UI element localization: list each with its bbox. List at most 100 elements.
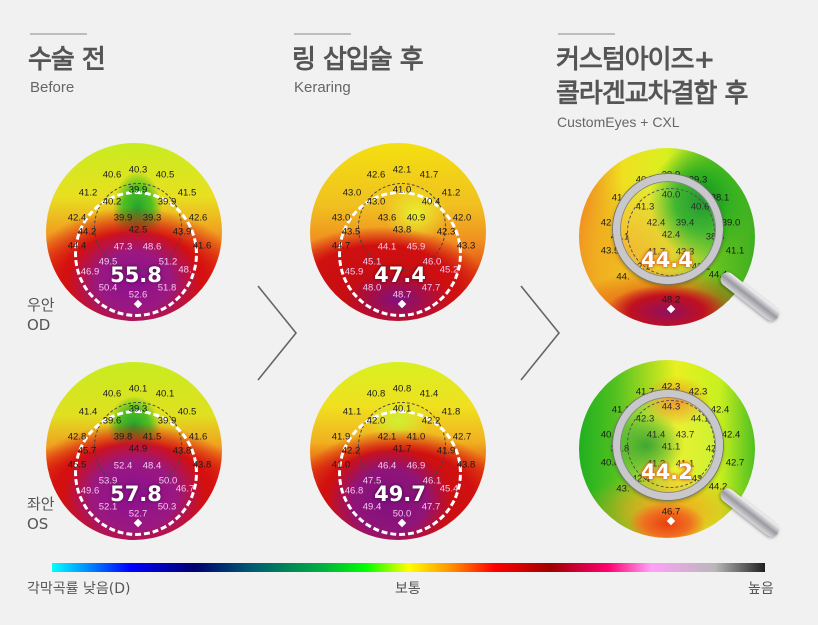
row-label-od-code: OD (27, 316, 51, 334)
curvature-value-label: 40.8 (366, 388, 386, 400)
topography-map-os-before: 40.1 40.6 40.1 41.4 40.5 39.3 39.6 39.9 42.8 41.6… (46, 362, 222, 540)
row-label-od-korean: 우안 (27, 296, 55, 314)
curvature-value-label: 44.4 (708, 269, 728, 281)
curvature-value-label: 43.0 (342, 187, 362, 199)
curvature-value-label: 41.9 (331, 431, 351, 443)
curvature-value-label: 46.8 (344, 485, 364, 497)
curvature-value-label: 46.7 (175, 483, 195, 495)
curvature-value-label: 40.3 (128, 164, 148, 176)
curvature-value-label: 50.0 (392, 508, 412, 520)
curvature-value-label: 39.9 (157, 415, 177, 427)
row-label-os: 좌안 OS (27, 494, 55, 534)
curvature-value-label: 49.4 (362, 501, 382, 513)
curvature-value-label: 42.2 (341, 445, 361, 457)
column-title-customeyes-line2: 콜라겐교차결합 후 (556, 79, 748, 109)
curvature-value-label: 39.8 (113, 431, 133, 443)
central-curvature-value: 55.8 (110, 263, 162, 287)
curvature-value-label: 40.6 (102, 169, 122, 181)
curvature-value-label: 49.6 (80, 485, 100, 497)
curvature-value-label: 52.4 (113, 460, 133, 472)
curvature-color-scale (52, 563, 765, 572)
curvature-value-label: 40.1 (392, 403, 412, 415)
curvature-value-label: 41.1 (611, 404, 631, 416)
curvature-value-label: 52.1 (98, 501, 118, 513)
curvature-value-label: 42.8 (67, 431, 87, 443)
curvature-value-label: 44.2 (708, 481, 728, 493)
curvature-value-label: 43.5 (600, 245, 620, 257)
heading-rule (294, 33, 351, 35)
curvature-value-label: 41.1 (342, 406, 362, 418)
curvature-value-label: 42.7 (725, 457, 745, 469)
curvature-value-label: 40.5 (155, 169, 175, 181)
curvature-value-label: 42.4 (721, 429, 741, 441)
curvature-value-label: 42.5 (128, 224, 148, 236)
curvature-value-label: 38.1 (710, 192, 730, 204)
curvature-value-label: 41.8 (441, 406, 461, 418)
curvature-value-label: 48. (178, 264, 192, 276)
curvature-value-label: 42.3 (436, 226, 456, 238)
curvature-value-label: 41.0 (392, 184, 412, 196)
curvature-value-label: 41.5 (142, 431, 162, 443)
curvature-value-label: 51.2 (158, 256, 178, 268)
curvature-value-label: 46.9 (80, 266, 100, 278)
row-label-os-code: OS (27, 515, 49, 533)
curvature-value-label: 45.9 (344, 266, 364, 278)
apex-marker-icon (666, 304, 676, 314)
curvature-value-label: 43.5 (341, 226, 361, 238)
curvature-value-label: 46.7 (661, 506, 681, 518)
curvature-value-label: 48.2 (661, 294, 681, 306)
row-label-os-korean: 좌안 (27, 495, 55, 513)
optical-zone-circle (338, 191, 462, 317)
central-curvature-value: 47.4 (374, 263, 426, 287)
colorbar-low-label: 각막곡률 낮음(D) (27, 581, 131, 597)
curvature-value-label: 40.8 (392, 383, 412, 395)
curvature-value-label: 50.3 (157, 501, 177, 513)
heading-rule (558, 33, 615, 35)
curvature-value-label: 47.7 (421, 501, 441, 513)
curvature-value-label: 51.8 (157, 282, 177, 294)
curvature-value-label: 45.9 (406, 241, 426, 253)
curvature-value-label: 42.1 (392, 164, 412, 176)
column-title-keraring: 링 삽입술 후 (292, 45, 424, 75)
curvature-value-label: 43.8 (456, 459, 476, 471)
curvature-value-label: 43.8 (172, 445, 192, 457)
curvature-value-label: 42.3 (661, 381, 681, 393)
topography-map-od-before: 40.3 40.6 40.5 41.2 41.5 39.9 40.2 39.9 42.4 42.6… (46, 143, 222, 321)
curvature-value-label: 46.4 (377, 460, 397, 472)
curvature-value-label: 39.9 (128, 184, 148, 196)
curvature-value-label: 45.2 (439, 264, 459, 276)
curvature-value-label: 43.6 (377, 212, 397, 224)
curvature-value-label: 41.5 (177, 187, 197, 199)
curvature-value-label: 44.4 (67, 240, 87, 252)
curvature-value-label: 44. (616, 271, 630, 283)
curvature-value-label: 52.7 (128, 508, 148, 520)
magnifier-icon (613, 390, 723, 500)
curvature-value-label: 39.3 (688, 174, 708, 186)
column-subtitle-keraring: Keraring (294, 79, 351, 96)
curvature-value-label: 41.7 (635, 386, 655, 398)
curvature-value-label: 43.3 (456, 240, 476, 252)
curvature-value-label: 40.8 (600, 457, 620, 469)
curvature-value-label: 39.6 (102, 415, 122, 427)
curvature-value-label: 41.1 (725, 245, 745, 257)
curvature-value-label: 42.0 (366, 415, 386, 427)
curvature-value-label: 48.4 (142, 460, 162, 472)
curvature-value-label: 43.0 (331, 212, 351, 224)
curvature-value-label: 43.0 (366, 196, 386, 208)
curvature-value-label: 45.5 (67, 459, 87, 471)
curvature-value-label: 41.2 (441, 187, 461, 199)
curvature-value-label: 47.3 (113, 241, 133, 253)
curvature-value-label: 40.2 (102, 196, 122, 208)
curvature-value-label: 42.7 (600, 217, 620, 229)
curvature-value-label: 41.7 (392, 443, 412, 455)
curvature-value-label: 42.6 (188, 212, 208, 224)
curvature-value-label: 40.6 (102, 388, 122, 400)
curvature-value-label: 45.4 (439, 483, 459, 495)
curvature-value-label: 39.9 (113, 212, 133, 224)
curvature-value-label: 48.7 (392, 289, 412, 301)
magnifier-icon (613, 174, 723, 284)
curvature-value-label: 41.6 (192, 240, 212, 252)
curvature-value-label: 52.6 (128, 289, 148, 301)
curvature-value-label: 43. (616, 483, 630, 495)
curvature-value-label: 42.1 (377, 431, 397, 443)
